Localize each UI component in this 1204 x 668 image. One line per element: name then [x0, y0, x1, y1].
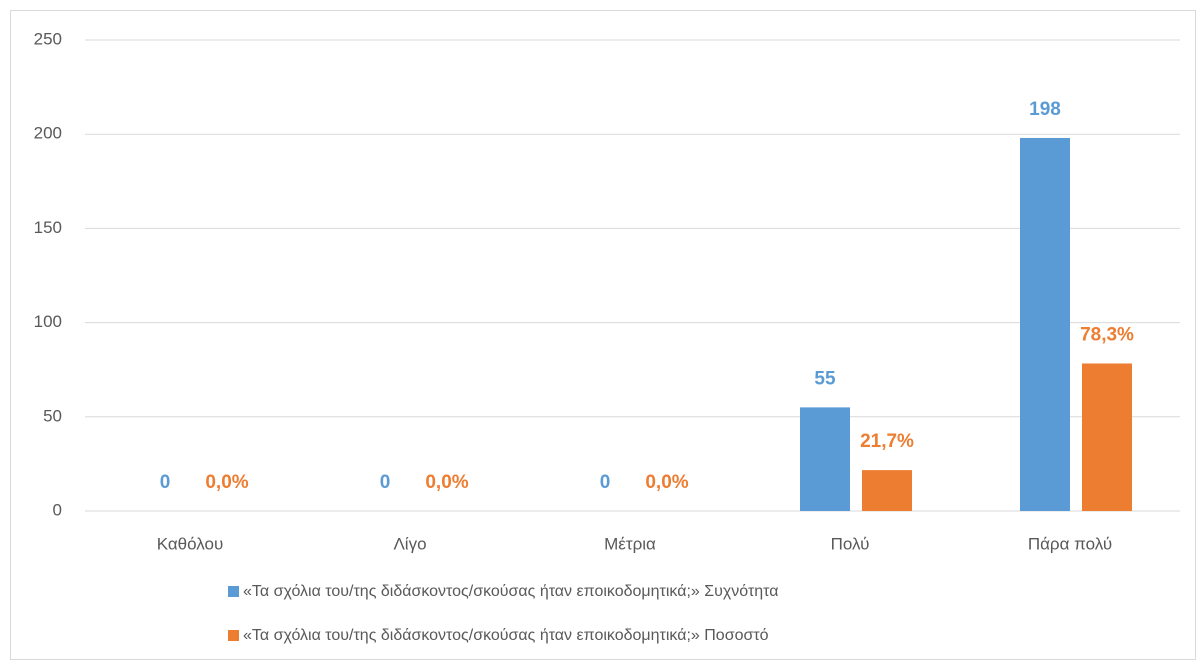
- bar: [1020, 137, 1070, 511]
- y-tick-label: 150: [34, 218, 62, 237]
- legend-swatch: [228, 586, 239, 597]
- x-tick-label: Λίγο: [393, 534, 426, 553]
- data-label: 0: [380, 472, 391, 493]
- data-label: 55: [814, 368, 836, 389]
- data-label: 0: [160, 472, 171, 493]
- x-tick-label: Μέτρια: [604, 534, 656, 553]
- bar: [1082, 363, 1132, 511]
- data-label: 21,7%: [860, 431, 914, 452]
- y-tick-label: 50: [43, 406, 62, 425]
- y-tick-label: 100: [34, 312, 62, 331]
- y-tick-label: 250: [34, 29, 62, 48]
- x-tick-label: Πολύ: [831, 534, 870, 553]
- y-tick-label: 200: [34, 124, 62, 143]
- data-label: 0,0%: [205, 472, 248, 493]
- data-label: 0,0%: [645, 472, 688, 493]
- data-label: 0: [600, 472, 611, 493]
- bar: [862, 470, 912, 511]
- data-label: 0,0%: [425, 472, 468, 493]
- legend-swatch: [228, 630, 239, 641]
- y-tick-label: 0: [53, 500, 62, 519]
- legend-label: «Τα σχόλια του/της διδάσκοντος/σκούσας ή…: [243, 627, 769, 644]
- chart-border: [10, 10, 1196, 660]
- x-tick-label: Καθόλου: [157, 534, 224, 553]
- data-label: 198: [1029, 99, 1061, 120]
- legend-label: «Τα σχόλια του/της διδάσκοντος/σκούσας ή…: [243, 583, 779, 600]
- bar: [800, 407, 850, 511]
- x-tick-label: Πάρα πολύ: [1028, 534, 1112, 553]
- data-label: 78,3%: [1080, 324, 1134, 345]
